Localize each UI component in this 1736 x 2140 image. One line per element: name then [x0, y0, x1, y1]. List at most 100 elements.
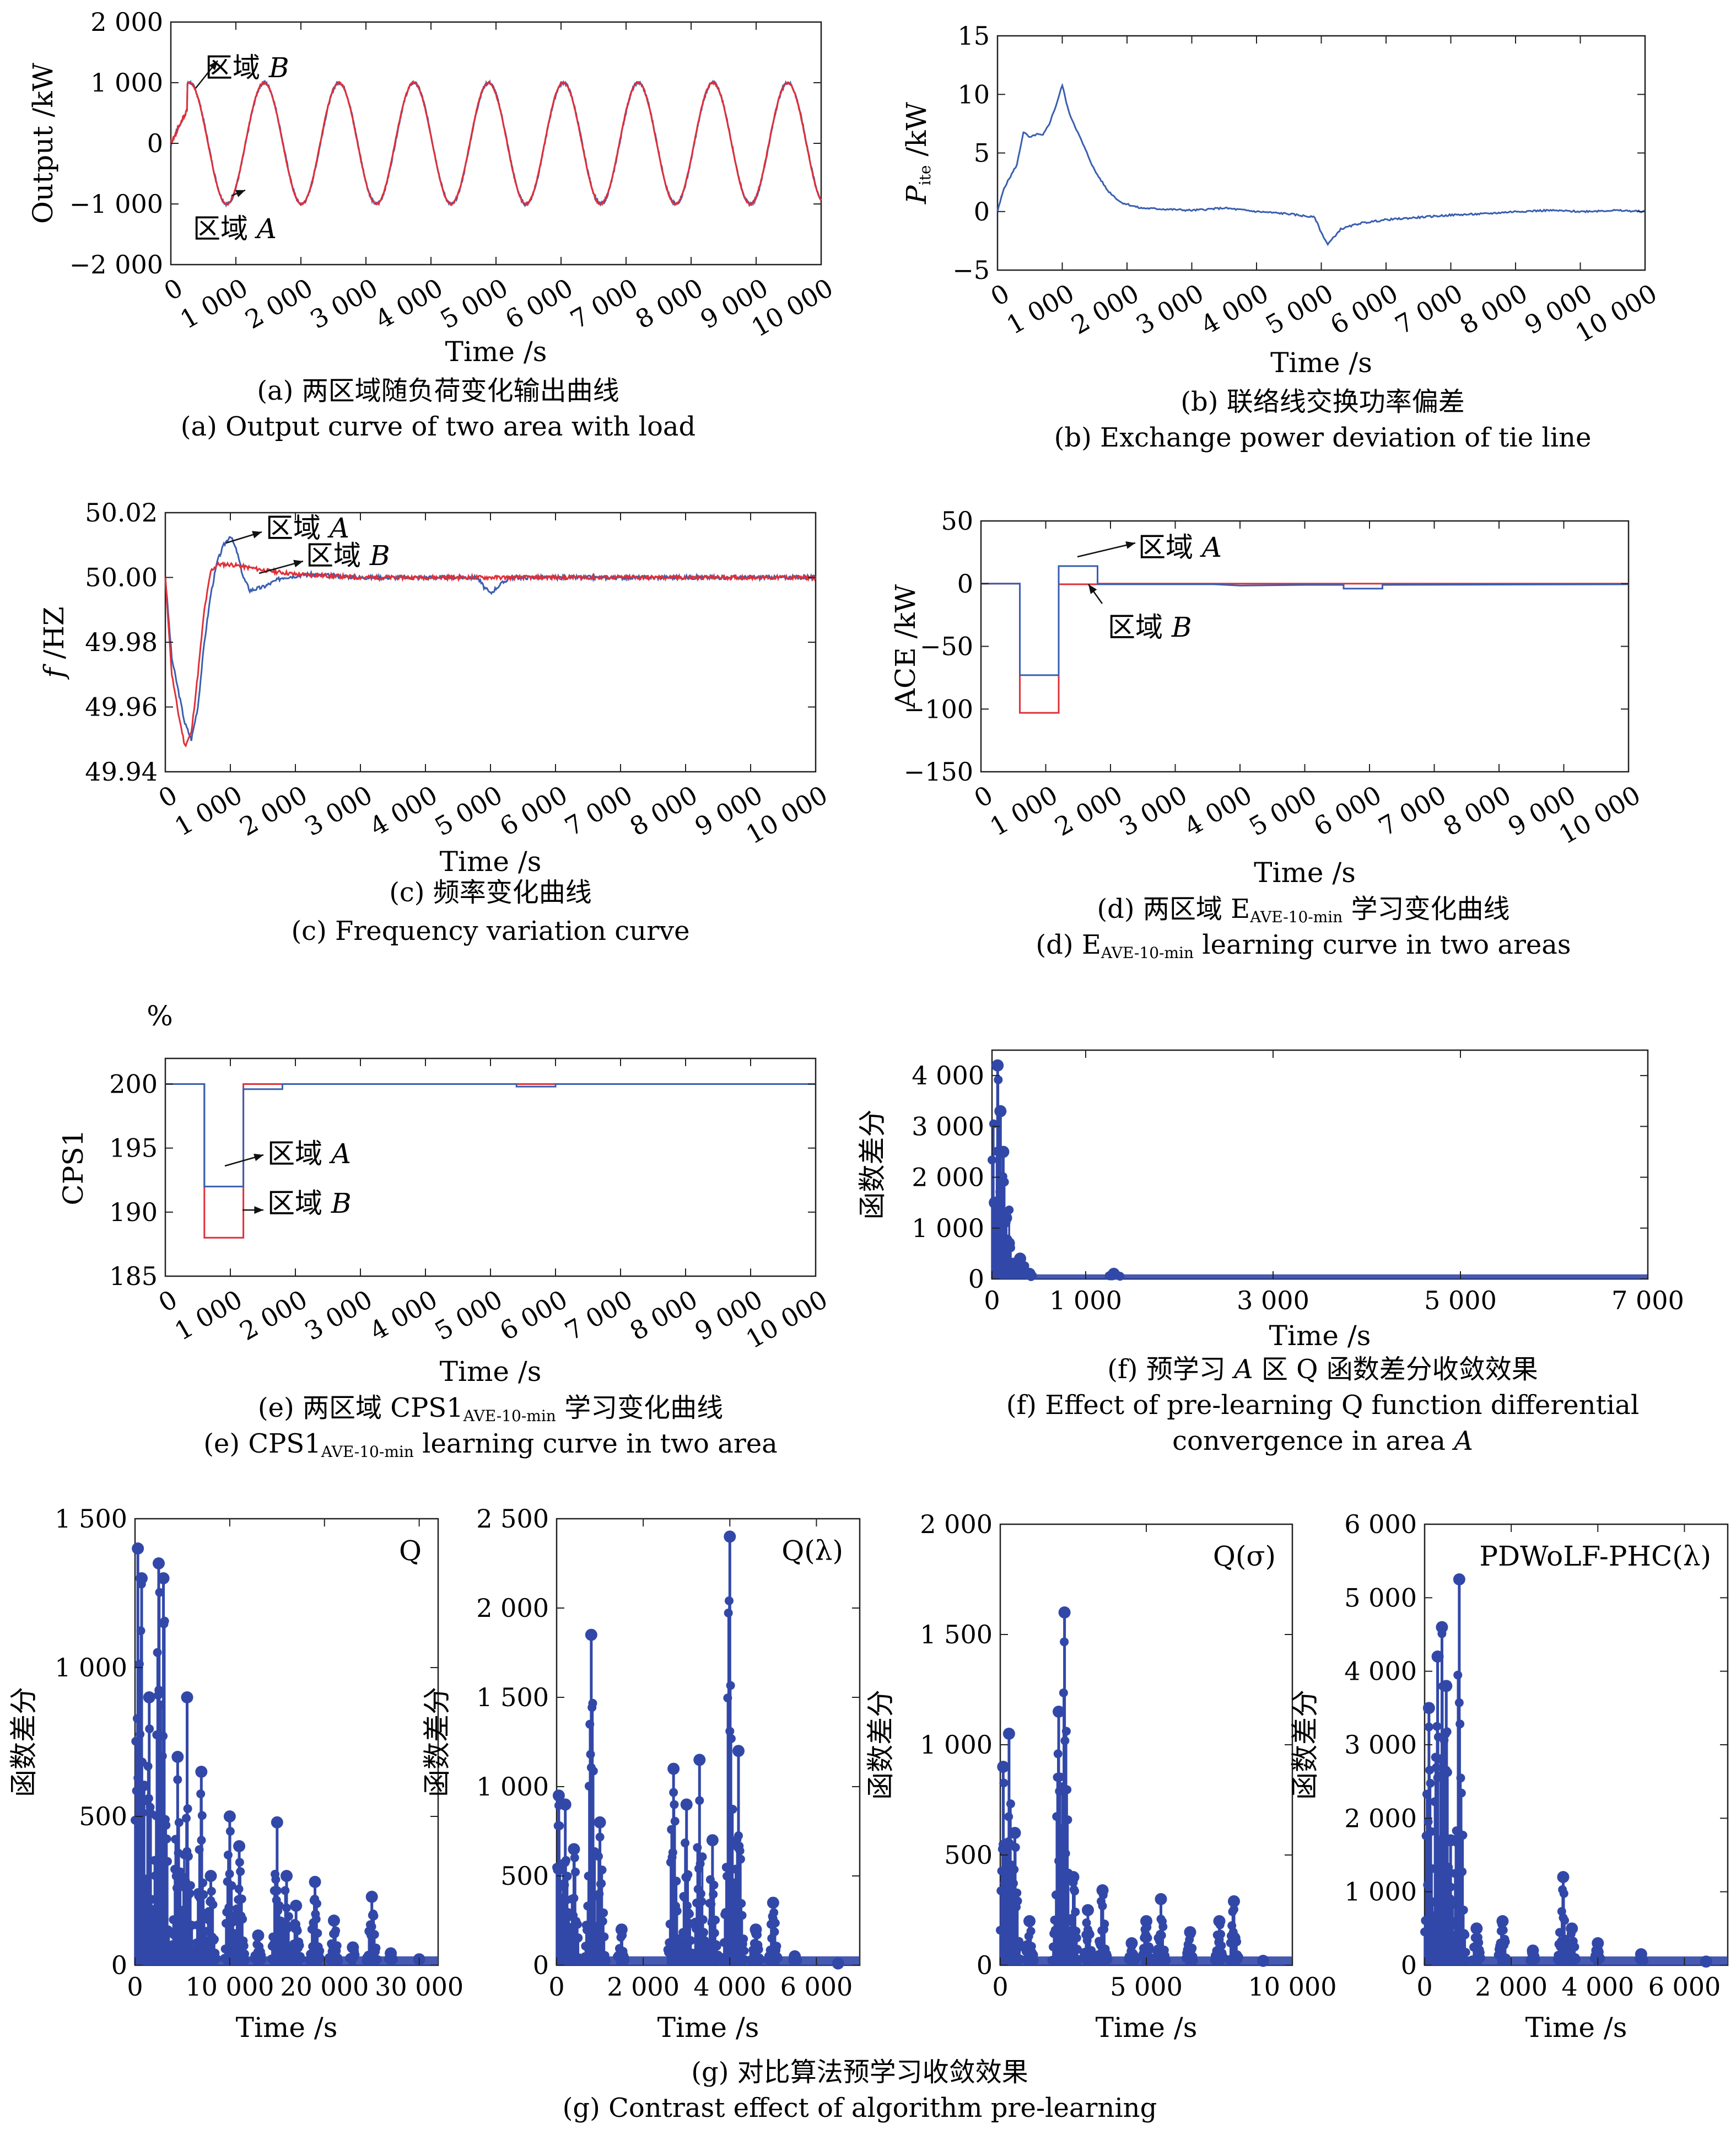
text-span: 学习变化曲线	[556, 1392, 723, 1423]
peak-point	[1067, 1871, 1080, 1883]
y-axis-label: 函数差分	[1289, 1690, 1321, 1800]
text-span: /HZ	[38, 606, 70, 668]
text-span: (a) 两区域随负荷变化输出曲线	[257, 375, 619, 406]
x-tick-label: 4 000	[1561, 1972, 1634, 2002]
x-tick-label: 1 000	[175, 273, 253, 335]
data-point	[588, 1698, 597, 1708]
peak-point	[204, 1870, 217, 1882]
data-point	[296, 1954, 306, 1964]
data-point	[1029, 1956, 1039, 1965]
x-tick-label: 8 000	[1438, 780, 1516, 842]
caption-a-cn: (a) 两区域随负荷变化输出曲线	[257, 375, 619, 406]
x-tick-label: 1 000	[170, 780, 247, 842]
data-point	[1560, 1916, 1570, 1925]
x-tick-label: 7 000	[565, 273, 643, 335]
annotation-label: 区域 B	[205, 52, 289, 84]
text-span: A	[255, 213, 277, 245]
annotation-arrow-head	[254, 1206, 263, 1214]
chart-d-frame	[980, 520, 1630, 773]
x-tick-label: 7 000	[1373, 780, 1451, 842]
y-tick-label: 50	[941, 506, 973, 536]
x-tick-label: 2 000	[1050, 780, 1128, 842]
panel-title: Q	[399, 1535, 422, 1567]
text-span: A	[1452, 1426, 1473, 1456]
y-tick-label: 0	[957, 569, 973, 599]
x-tick-label: 0	[969, 780, 998, 814]
text-span: 区域	[1108, 611, 1163, 643]
text-span: learning curve in two areas	[1194, 929, 1571, 960]
x-axis-label: Time /s	[440, 846, 542, 878]
x-tick-label: 8 000	[625, 1284, 703, 1347]
y-tick-label: 50.00	[85, 563, 158, 593]
text-span: (a) Output curve of two area with load	[181, 411, 696, 442]
data-point	[1131, 1955, 1141, 1965]
peak-point	[143, 1691, 155, 1703]
peak-point	[680, 1798, 693, 1811]
x-tick-label: 1 000	[985, 780, 1063, 842]
text-span: B	[369, 540, 390, 572]
peak-point	[1000, 1212, 1012, 1224]
x-tick-label: 6 000	[495, 780, 573, 842]
panel-title: Q(σ)	[1213, 1540, 1276, 1572]
x-tick-label: 2 000	[235, 1284, 312, 1347]
data-point	[1143, 1933, 1152, 1943]
y-tick-label: 0	[1401, 1950, 1417, 1980]
peak-point	[309, 1875, 321, 1888]
peak-point	[1228, 1895, 1240, 1907]
y-tick-label: −2 000	[69, 250, 163, 279]
text-span: A	[1200, 531, 1222, 563]
y-tick-label: 15	[957, 21, 990, 51]
peak-point	[615, 1923, 628, 1936]
data-point	[1103, 1955, 1113, 1964]
x-tick-label: 2 000	[607, 1972, 680, 2002]
data-point	[1476, 1953, 1486, 1962]
x-tick-label: 0	[127, 1972, 143, 2002]
data-point	[683, 1870, 693, 1879]
x-tick-label: 7 000	[1611, 1286, 1684, 1315]
data-point	[1070, 1886, 1080, 1896]
peak-point	[1053, 1706, 1065, 1718]
x-axis-label: Time /s	[1525, 2012, 1627, 2044]
y-tick-label: 4 000	[1344, 1657, 1417, 1686]
peak-point	[1470, 1922, 1483, 1935]
data-point	[698, 1915, 708, 1924]
data-point	[709, 1880, 719, 1890]
y-tick-label: 2 000	[476, 1593, 549, 1623]
x-tick-label: 0	[153, 780, 182, 814]
x-tick-label: 2 000	[1066, 278, 1144, 341]
series-line-area-a	[981, 565, 1629, 676]
caption-g-en: (g) Contrast effect of algorithm pre-lea…	[563, 2093, 1157, 2123]
peak-point	[327, 1915, 340, 1927]
y-tick-label: 500	[944, 1840, 993, 1870]
series-line-area-b	[981, 583, 1629, 714]
data-point	[212, 1954, 221, 1963]
x-tick-label: 3 000	[300, 780, 378, 842]
caption-e-cn: (e) 两区域 CPS1AVE-10-min 学习变化曲线	[258, 1392, 723, 1425]
peak-point	[385, 1947, 397, 1960]
y-tick-label: 49.96	[85, 692, 158, 722]
caption-a-en: (a) Output curve of two area with load	[181, 411, 696, 442]
text-span: A	[329, 1138, 351, 1170]
data-point	[696, 1889, 705, 1899]
y-tick-label: 1 000	[476, 1772, 549, 1802]
x-tick-label: 5 000	[435, 273, 513, 335]
annotation-arrow-head	[1125, 541, 1135, 549]
chart-e-frame	[164, 1057, 817, 1277]
y-tick-label: 49.94	[85, 757, 158, 787]
y-tick-label: −150	[904, 757, 973, 787]
y-tick-label: −100	[904, 694, 973, 724]
data-point	[686, 1936, 696, 1945]
peak-point	[585, 1628, 597, 1641]
data-point	[988, 1155, 996, 1165]
y-tick-label: 1 000	[55, 1653, 127, 1682]
y-tick-label: 5	[974, 138, 990, 168]
text-span: A	[1232, 1354, 1253, 1385]
x-tick-label: 5 000	[430, 780, 508, 842]
annotation-label: 区域 B	[306, 540, 390, 572]
annotation-label: 区域 A	[267, 1138, 351, 1170]
annotation-label: 区域 B	[1108, 611, 1192, 643]
text-span: 区 Q 函数差分收敛效果	[1253, 1354, 1538, 1385]
